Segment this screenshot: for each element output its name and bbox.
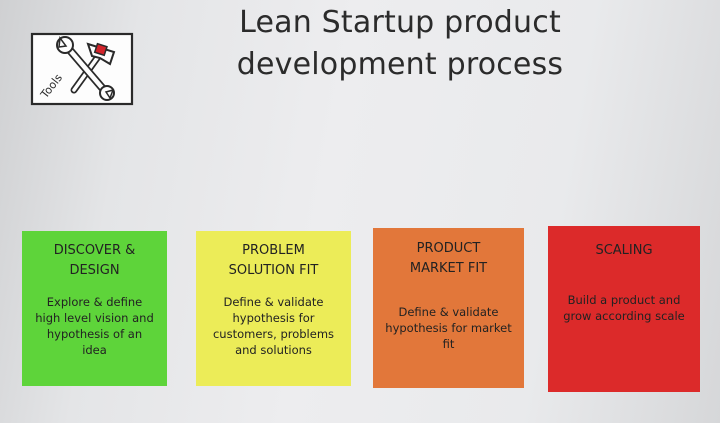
card-description-line: idea — [22, 342, 167, 358]
card-heading-line: DISCOVER & — [22, 241, 167, 261]
card-description-line: Explore & define — [22, 294, 167, 310]
card-product-market-fit: PRODUCT MARKET FIT Define & validate hyp… — [373, 228, 524, 388]
card-heading: DISCOVER & DESIGN — [22, 241, 167, 281]
card-description: Build a product and grow according scale — [548, 292, 700, 324]
card-description-line: and solutions — [196, 342, 351, 358]
card-description-line: Build a product and — [548, 292, 700, 308]
card-description: Define & validate hypothesis for custome… — [196, 294, 351, 358]
card-description: Define & validate hypothesis for market … — [373, 304, 524, 352]
card-heading-line: DESIGN — [22, 261, 167, 281]
card-description-line: hypothesis for market — [373, 320, 524, 336]
card-description-line: hypothesis of an — [22, 326, 167, 342]
tools-logo: Tools — [30, 32, 134, 106]
card-heading: PROBLEM SOLUTION FIT — [196, 241, 351, 281]
slide-title-line-1: Lean Startup product — [200, 2, 600, 44]
card-heading: SCALING — [548, 241, 700, 261]
card-heading-line: SOLUTION FIT — [196, 261, 351, 281]
card-description-line: grow according scale — [548, 308, 700, 324]
card-discover-design: DISCOVER & DESIGN Explore & define high … — [22, 231, 167, 386]
card-description: Explore & define high level vision and h… — [22, 294, 167, 358]
card-description-line: fit — [373, 336, 524, 352]
card-heading-line: PRODUCT — [373, 239, 524, 259]
slide-title-line-2: development process — [200, 44, 600, 86]
slide-title: Lean Startup product development process — [200, 2, 600, 86]
card-scaling: SCALING Build a product and grow accordi… — [548, 226, 700, 392]
card-heading-line: PROBLEM — [196, 241, 351, 261]
card-description-line: customers, problems — [196, 326, 351, 342]
card-problem-solution-fit: PROBLEM SOLUTION FIT Define & validate h… — [196, 231, 351, 386]
card-heading: PRODUCT MARKET FIT — [373, 239, 524, 279]
card-heading-line: MARKET FIT — [373, 259, 524, 279]
card-description-line: high level vision and — [22, 310, 167, 326]
card-description-line: Define & validate — [196, 294, 351, 310]
wrench-and-hammer-icon: Tools — [30, 32, 134, 106]
card-heading-line: SCALING — [548, 241, 700, 261]
card-description-line: hypothesis for — [196, 310, 351, 326]
card-description-line: Define & validate — [373, 304, 524, 320]
